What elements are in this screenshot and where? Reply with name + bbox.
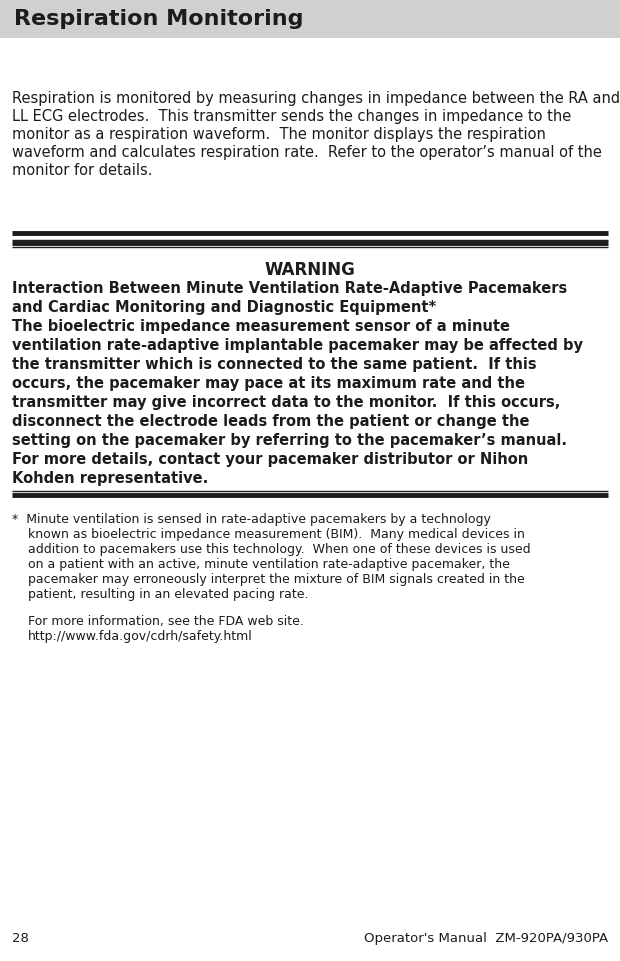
Text: The bioelectric impedance measurement sensor of a minute: The bioelectric impedance measurement se… xyxy=(12,319,510,334)
Text: setting on the pacemaker by referring to the pacemaker’s manual.: setting on the pacemaker by referring to… xyxy=(12,433,567,448)
Text: addition to pacemakers use this technology.  When one of these devices is used: addition to pacemakers use this technolo… xyxy=(28,543,531,556)
Text: monitor as a respiration waveform.  The monitor displays the respiration: monitor as a respiration waveform. The m… xyxy=(12,127,546,142)
Text: 28: 28 xyxy=(12,932,29,945)
Text: known as bioelectric impedance measurement (BIM).  Many medical devices in: known as bioelectric impedance measureme… xyxy=(28,528,525,541)
Text: http://www.fda.gov/cdrh/safety.html: http://www.fda.gov/cdrh/safety.html xyxy=(28,630,253,643)
Text: waveform and calculates respiration rate.  Refer to the operator’s manual of the: waveform and calculates respiration rate… xyxy=(12,145,602,160)
Text: disconnect the electrode leads from the patient or change the: disconnect the electrode leads from the … xyxy=(12,414,529,429)
Text: Respiration Monitoring: Respiration Monitoring xyxy=(14,9,304,29)
Text: the transmitter which is connected to the same patient.  If this: the transmitter which is connected to th… xyxy=(12,357,537,372)
Text: Interaction Between Minute Ventilation Rate-Adaptive Pacemakers: Interaction Between Minute Ventilation R… xyxy=(12,281,567,296)
Text: ventilation rate-adaptive implantable pacemaker may be affected by: ventilation rate-adaptive implantable pa… xyxy=(12,338,583,353)
Bar xyxy=(0,0,620,38)
Text: and Cardiac Monitoring and Diagnostic Equipment*: and Cardiac Monitoring and Diagnostic Eq… xyxy=(12,300,436,315)
Text: occurs, the pacemaker may pace at its maximum rate and the: occurs, the pacemaker may pace at its ma… xyxy=(12,376,525,391)
Text: *  Minute ventilation is sensed in rate-adaptive pacemakers by a technology: * Minute ventilation is sensed in rate-a… xyxy=(12,513,491,526)
Text: Respiration is monitored by measuring changes in impedance between the RA and: Respiration is monitored by measuring ch… xyxy=(12,91,620,106)
Text: pacemaker may erroneously interpret the mixture of BIM signals created in the: pacemaker may erroneously interpret the … xyxy=(28,573,525,586)
Text: patient, resulting in an elevated pacing rate.: patient, resulting in an elevated pacing… xyxy=(28,588,309,601)
Text: transmitter may give incorrect data to the monitor.  If this occurs,: transmitter may give incorrect data to t… xyxy=(12,395,560,410)
Text: on a patient with an active, minute ventilation rate-adaptive pacemaker, the: on a patient with an active, minute vent… xyxy=(28,558,510,571)
Text: For more information, see the FDA web site.: For more information, see the FDA web si… xyxy=(28,615,304,628)
Text: LL ECG electrodes.  This transmitter sends the changes in impedance to the: LL ECG electrodes. This transmitter send… xyxy=(12,109,571,124)
Text: Operator's Manual  ZM-920PA/930PA: Operator's Manual ZM-920PA/930PA xyxy=(364,932,608,945)
Text: Kohden representative.: Kohden representative. xyxy=(12,471,208,486)
Text: monitor for details.: monitor for details. xyxy=(12,163,153,178)
Text: WARNING: WARNING xyxy=(265,261,355,279)
Text: For more details, contact your pacemaker distributor or Nihon: For more details, contact your pacemaker… xyxy=(12,452,528,467)
